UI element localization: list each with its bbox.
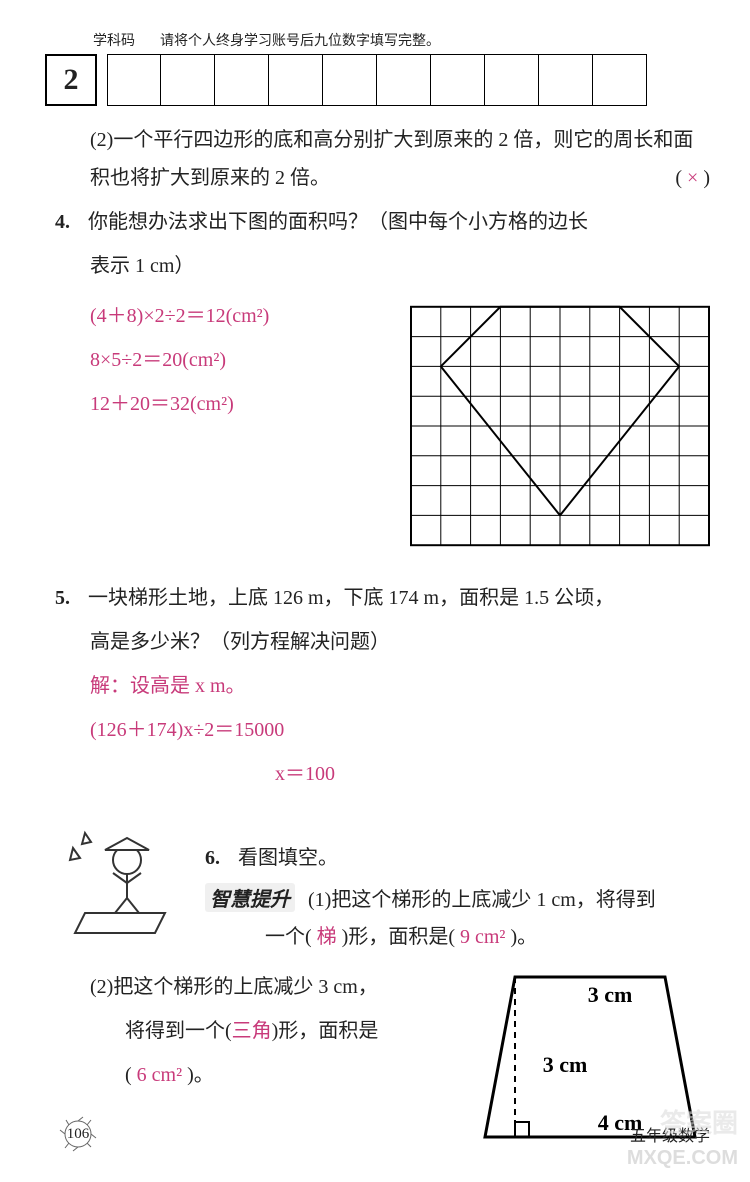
digit-cell[interactable] [215, 54, 269, 106]
q6-p1-ans1: 梯 [312, 926, 342, 948]
q5-stem-line2: 高是多少米？（列方程解决问题） [55, 623, 710, 661]
q5: 5. 一块梯形土地，上底 126 m，下底 174 m，面积是 1.5 公顷， [55, 579, 710, 617]
q4-grid-figure [410, 295, 710, 557]
q6-header: 6. 看图填空。 智慧提升 (1)把这个梯形的上底减少 1 cm，将得到 一个(… [55, 818, 710, 962]
paren-close: ) [703, 159, 710, 197]
digit-cell[interactable] [539, 54, 593, 106]
digit-cell[interactable] [269, 54, 323, 106]
page-number: 106 [67, 1126, 90, 1143]
digit-cell[interactable] [431, 54, 485, 106]
digit-cell[interactable] [377, 54, 431, 106]
wisdom-section-label: 智慧提升 [205, 883, 295, 912]
q6-p1-pre: 一个( [265, 926, 312, 948]
q6-p2-ans2: 6 cm² [132, 1064, 187, 1086]
q5-work2: (126＋174)x÷2＝15000 [55, 711, 710, 749]
q2-mark: × [687, 167, 698, 189]
q6-p2-ans1: 三角 [232, 1020, 272, 1042]
watermark-url: MXQE.COM [627, 1147, 738, 1170]
q5-work1: 解：设高是 x m。 [55, 667, 710, 705]
q6-p1-ans2: 9 cm² [455, 926, 510, 948]
q6-p2-mid: )形，面积是 [272, 1020, 379, 1042]
q6-number: 6. [205, 839, 233, 877]
q4-number: 4. [55, 203, 83, 241]
wisdom-icon [55, 818, 195, 938]
q6-title: 看图填空。 [238, 847, 338, 869]
watermark-cn: 答案圈 [660, 1103, 738, 1140]
q2-continuation: (2)一个平行四边形的底和高分别扩大到原来的 2 倍，则它的周长和面积也将扩大到… [55, 121, 710, 197]
q6-p1-line1: (1)把这个梯形的上底减少 1 cm，将得到 [308, 889, 656, 911]
digit-cell[interactable] [323, 54, 377, 106]
q6-p2c-post: )。 [187, 1064, 214, 1086]
subject-code-box: 2 [45, 54, 97, 106]
paren-open: ( [675, 159, 682, 197]
q6-p2c-pre: ( [125, 1064, 132, 1086]
trap-height-label: 3 cm [543, 1052, 588, 1077]
digit-cell[interactable] [161, 54, 215, 106]
q5-work3: x＝100 [55, 755, 710, 793]
q4-work2: 8×5÷2＝20(cm²) [90, 341, 395, 379]
subject-label: 学科码 [93, 30, 135, 50]
digit-cell[interactable] [107, 54, 161, 106]
digit-cell[interactable] [485, 54, 539, 106]
page-number-badge: 106 [55, 1114, 101, 1154]
digit-cell[interactable] [593, 54, 647, 106]
q4-work3: 12＋20＝32(cm²) [90, 385, 395, 423]
q2-text: (2)一个平行四边形的底和高分别扩大到原来的 2 倍，则它的周长和面积也将扩大到… [90, 129, 693, 189]
q6-p1-mid: )形，面积是( [342, 926, 455, 948]
q6-p2-line1: (2)把这个梯形的上底减少 3 cm， [90, 976, 378, 998]
q6-p2-pre: 将得到一个( [125, 1020, 232, 1042]
header-caption: 请将个人终身学习账号后九位数字填写完整。 [160, 30, 440, 50]
q5-number: 5. [55, 579, 83, 617]
q4-stem-line2: 表示 1 cm） [55, 247, 710, 285]
page-footer: 106 五年级数学 [55, 1114, 710, 1154]
q4: 4. 你能想办法求出下图的面积吗？（图中每个小方格的边长 [55, 203, 710, 241]
q4-stem-line1: 你能想办法求出下图的面积吗？（图中每个小方格的边长 [88, 211, 588, 233]
account-digit-grid[interactable] [107, 54, 647, 106]
q5-stem-line1: 一块梯形土地，上底 126 m，下底 174 m，面积是 1.5 公顷， [88, 587, 614, 609]
q6-p1-post: )。 [510, 926, 537, 948]
grid-svg [410, 295, 710, 557]
trap-top-label: 3 cm [588, 982, 633, 1007]
q4-work1: (4＋8)×2÷2＝12(cm²) [90, 297, 395, 335]
